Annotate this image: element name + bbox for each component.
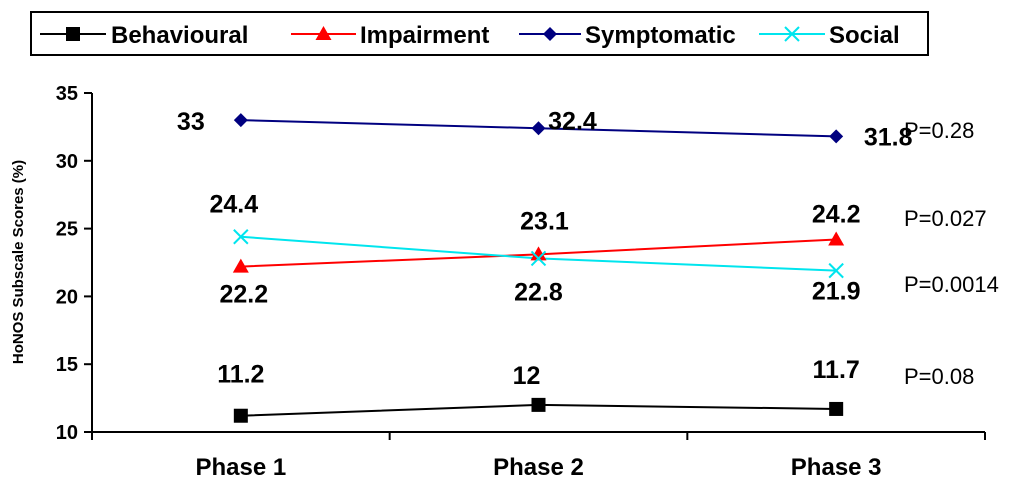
data-point	[66, 27, 80, 41]
legend-label: Behavioural	[111, 22, 248, 49]
data-label: 21.9	[812, 278, 861, 306]
legend: Behavioural Impairment Symptomatic Social	[30, 11, 929, 56]
x-tick-label: Phase 1	[195, 454, 286, 478]
data-point	[315, 26, 332, 40]
legend-label: Impairment	[360, 22, 489, 49]
y-tick-label: 20	[56, 286, 78, 308]
data-label: 24.4	[209, 191, 258, 219]
legend-item-social: Social	[759, 22, 900, 49]
data-point-stroke	[233, 229, 249, 245]
data-label: 22.8	[514, 278, 563, 306]
data-point	[784, 26, 800, 42]
data-label: 33	[177, 108, 205, 136]
data-point	[531, 121, 546, 136]
data-point	[828, 231, 845, 246]
data-point	[233, 113, 248, 128]
data-point	[530, 246, 547, 261]
data-point	[829, 129, 844, 144]
y-tick-label: 15	[56, 354, 78, 376]
data-point	[828, 262, 844, 279]
series-layer	[232, 113, 845, 423]
data-label: 12	[513, 362, 541, 390]
p-value-label: P=0.08	[904, 364, 974, 389]
data-label: 23.1	[520, 207, 569, 235]
data-point	[530, 250, 547, 267]
data-point	[233, 229, 249, 245]
data-labels: 11.2 12 11.7 22.2 23.1 24.2 33 32.4 31.8 24.4 22.8…	[177, 107, 999, 390]
legend-label: Social	[829, 22, 900, 49]
axes: 10 15 20 25 30 35 Phase 1 Phase 2 Phase 3	[56, 83, 986, 478]
legend-item-behavioural: Behavioural	[40, 22, 248, 49]
data-point-stroke	[828, 262, 844, 279]
data-point-stroke	[784, 26, 800, 42]
data-label: 32.4	[548, 107, 597, 135]
data-label: 11.7	[813, 356, 860, 384]
p-value-label: P=0.027	[904, 206, 987, 231]
p-value-label: P=0.28	[904, 118, 974, 143]
y-tick-label: 10	[56, 422, 78, 444]
data-label: 11.2	[217, 361, 264, 389]
y-tick-label: 35	[56, 83, 78, 105]
y-tick-label: 25	[56, 219, 78, 241]
legend-item-impairment: Impairment	[291, 22, 489, 49]
x-tick-label: Phase 2	[493, 454, 584, 478]
data-point	[543, 27, 557, 41]
y-tick-label: 30	[56, 151, 78, 173]
x-tick-label: Phase 3	[791, 454, 882, 478]
data-label: 31.8	[864, 123, 913, 151]
data-point	[531, 397, 546, 412]
data-label: 22.2	[219, 281, 268, 309]
y-axis-title: HoNOS Subscale Scores (%)	[10, 160, 27, 364]
data-point	[232, 258, 249, 273]
legend-item-symptomatic: Symptomatic	[519, 22, 736, 49]
legend-label: Symptomatic	[585, 22, 736, 49]
data-label: 24.2	[812, 200, 861, 228]
data-point	[829, 401, 844, 416]
p-value-label: P=0.0014	[904, 272, 999, 297]
data-point	[233, 408, 248, 423]
data-point-stroke	[530, 250, 547, 267]
